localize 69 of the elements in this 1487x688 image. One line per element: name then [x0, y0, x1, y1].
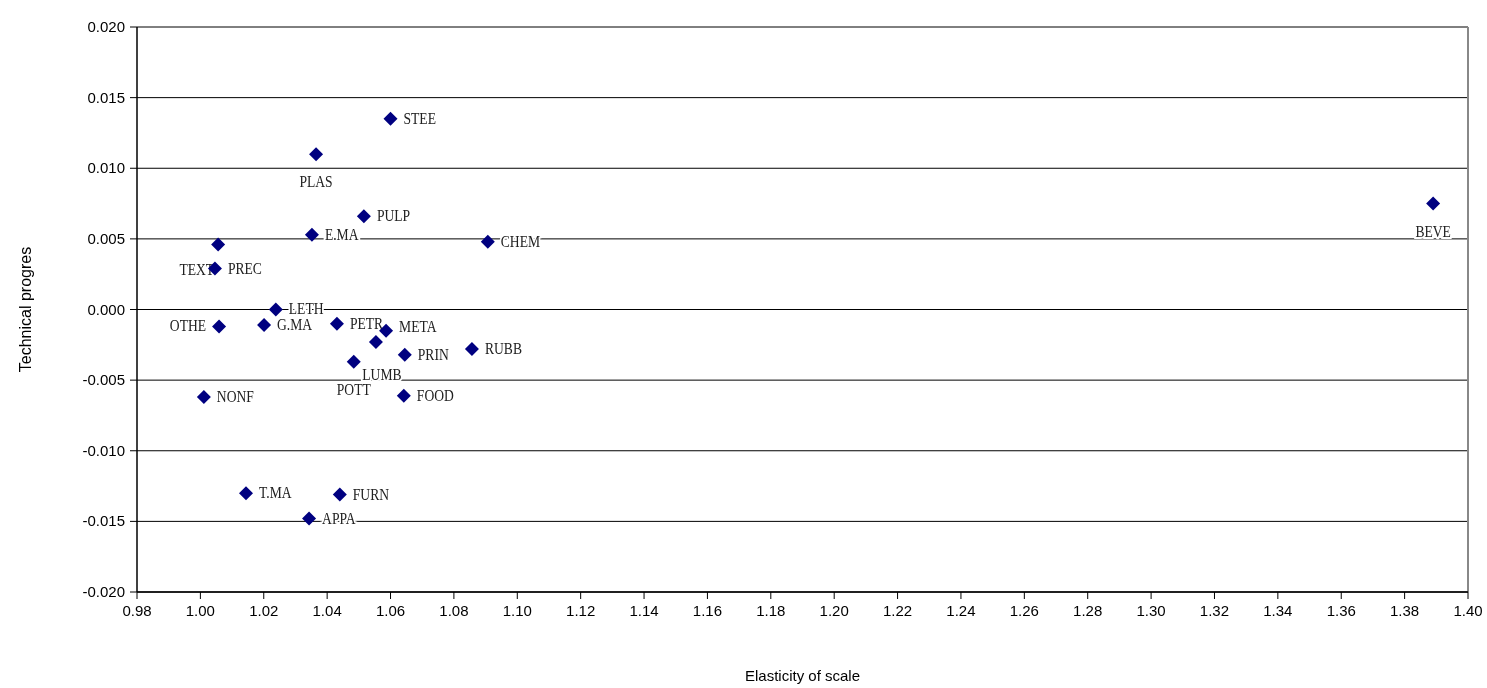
x-tick-label: 1.10	[502, 602, 532, 619]
annotation: PETR	[349, 314, 384, 332]
x-tick-label: 1.16	[692, 602, 723, 619]
x-tick-label: 1.36	[1326, 602, 1356, 619]
point	[302, 511, 317, 526]
annotation: T.MA	[259, 484, 292, 502]
annotation: FURN	[352, 485, 390, 503]
point	[268, 302, 283, 317]
point	[196, 390, 211, 405]
annotation: G.MA	[277, 316, 313, 334]
x-tick-label: 1.20	[819, 602, 849, 619]
x-tick-label: 1.08	[439, 602, 469, 619]
point	[396, 388, 411, 403]
annotation: RUBB	[484, 340, 523, 358]
point	[329, 316, 344, 331]
point	[257, 318, 272, 333]
point	[239, 486, 254, 501]
point	[346, 354, 361, 369]
annotation: BEVE	[1415, 222, 1451, 240]
y-tick-label: 0.000	[87, 300, 125, 318]
x-tick-label: 1.26	[1009, 602, 1039, 619]
y-tick-label: 0.010	[87, 159, 125, 177]
point	[383, 111, 398, 126]
point	[480, 234, 495, 249]
x-axis-title: Elasticity of scale	[744, 667, 861, 684]
annotation: STEE	[403, 109, 436, 128]
point	[368, 334, 383, 349]
y-tick-label: 0.005	[87, 229, 125, 247]
x-tick-label: 0.98	[122, 602, 152, 619]
point	[309, 147, 324, 162]
x-tick-label: 1.24	[946, 602, 976, 619]
point	[1426, 196, 1441, 211]
y-tick-label: 0.020	[87, 18, 125, 35]
point	[356, 209, 371, 224]
y-tick-label: -0.010	[82, 441, 125, 459]
x-tick-label: 1.12	[566, 602, 596, 619]
y-tick-label: -0.015	[82, 512, 125, 530]
y-axis-title: Technical progres	[17, 246, 34, 373]
point	[464, 342, 479, 357]
x-tick-label: 1.34	[1263, 602, 1293, 619]
y-tick-label: 0.015	[87, 88, 125, 106]
point	[332, 487, 347, 502]
annotation: META	[399, 317, 437, 335]
annotation: OTHE	[169, 317, 207, 335]
annotation: NONF	[216, 388, 254, 406]
y-tick-label: -0.005	[82, 371, 125, 389]
annotation: FOOD	[416, 386, 455, 404]
x-tick-label: 1.40	[1453, 602, 1483, 619]
x-tick-label: 1.00	[185, 602, 215, 619]
annotation: PREC	[227, 259, 263, 277]
x-tick-label: 1.06	[375, 602, 406, 619]
x-tick-label: 1.38	[1390, 602, 1420, 619]
annotation: PLAS	[299, 173, 333, 191]
y-tick-label: -0.020	[82, 583, 125, 600]
annotation: TEXT	[179, 260, 215, 278]
point	[397, 347, 412, 362]
x-tick-label: 1.14	[629, 602, 659, 619]
x-tick-label: 1.30	[1136, 602, 1166, 619]
x-tick-label: 1.22	[882, 602, 913, 619]
point	[212, 319, 227, 334]
x-tick-label: 1.02	[249, 602, 279, 619]
x-tick-label: 1.18	[756, 602, 786, 619]
annotation: PULP	[376, 207, 411, 225]
x-tick-label: 1.32	[1199, 602, 1230, 619]
annotation: PRIN	[417, 345, 449, 363]
x-tick-label: 1.04	[312, 602, 342, 619]
x-tick-label: 1.28	[1073, 602, 1103, 619]
point	[304, 227, 319, 242]
point	[211, 237, 226, 252]
